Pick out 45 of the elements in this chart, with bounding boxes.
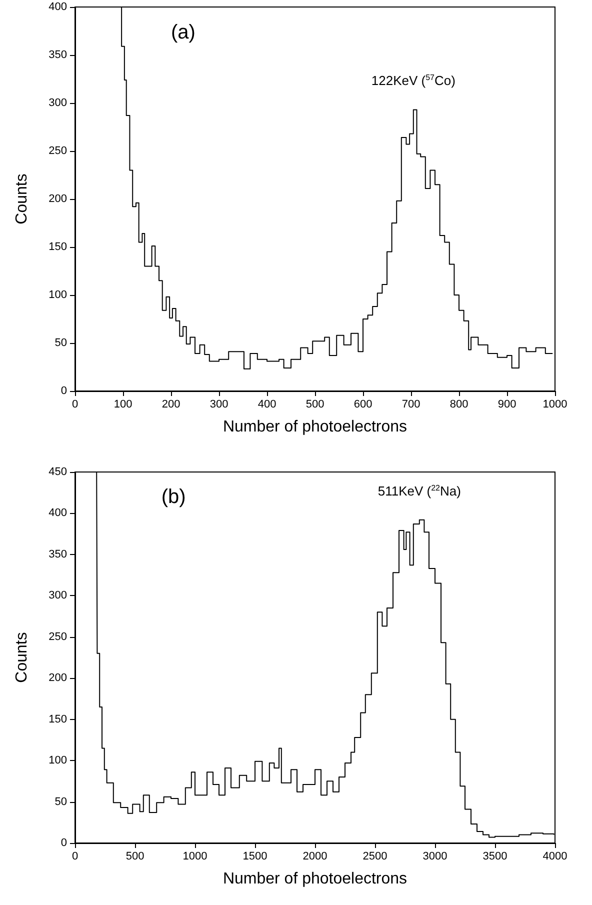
- y-tick-label: 350: [48, 548, 67, 560]
- y-tick-label: 50: [54, 796, 67, 808]
- y-tick-label: 0: [60, 385, 67, 397]
- y-tick-label: 150: [48, 713, 67, 726]
- x-tick-label: 0: [72, 398, 78, 410]
- y-tick-label: 300: [48, 590, 67, 602]
- y-tick-label: 200: [48, 672, 67, 684]
- y-tick-label: 100: [48, 289, 67, 301]
- x-tick-label: 2000: [302, 850, 328, 862]
- x-tick-label: 100: [114, 398, 132, 410]
- y-tick-label: 200: [48, 193, 67, 205]
- y-tick-label: 100: [48, 754, 67, 767]
- y-tick-label: 400: [48, 507, 67, 520]
- x-tick-label: 500: [126, 850, 144, 862]
- x-tick-label: 200: [162, 398, 180, 410]
- x-tick-label: 2500: [362, 850, 388, 862]
- annotation: (a): [171, 22, 196, 44]
- x-tick-label: 300: [210, 398, 228, 410]
- y-tick-label: 400: [48, 1, 67, 13]
- y-tick-label: 50: [54, 337, 67, 349]
- y-axis-title: Counts: [14, 174, 30, 224]
- y-axis-title: Counts: [14, 632, 30, 683]
- y-tick-label: 0: [60, 837, 67, 849]
- y-tick-label: 250: [48, 630, 67, 643]
- x-tick-label: 900: [498, 398, 516, 410]
- x-tick-label: 1000: [182, 850, 208, 862]
- x-tick-label: 700: [402, 398, 420, 410]
- x-tick-label: 400: [258, 398, 276, 410]
- x-tick-label: 1500: [242, 850, 268, 862]
- y-tick-label: 250: [48, 145, 67, 157]
- x-tick-label: 800: [450, 398, 468, 410]
- y-tick-label: 150: [48, 241, 67, 253]
- y-tick-label: 350: [48, 49, 67, 61]
- x-tick-label: 1000: [542, 398, 568, 410]
- y-tick-label: 300: [48, 97, 67, 109]
- y-tick-label: 450: [48, 466, 67, 478]
- x-tick-label: 3500: [482, 850, 508, 862]
- x-tick-label: 600: [354, 398, 372, 410]
- x-axis-title: Number of photoelectrons: [222, 418, 408, 436]
- annotation: (b): [161, 486, 186, 508]
- x-axis-title: Number of photoelectrons: [222, 870, 408, 888]
- x-tick-label: 500: [306, 398, 324, 410]
- x-tick-label: 3000: [422, 850, 448, 862]
- x-tick-label: 4000: [542, 850, 568, 862]
- x-tick-label: 0: [72, 850, 78, 862]
